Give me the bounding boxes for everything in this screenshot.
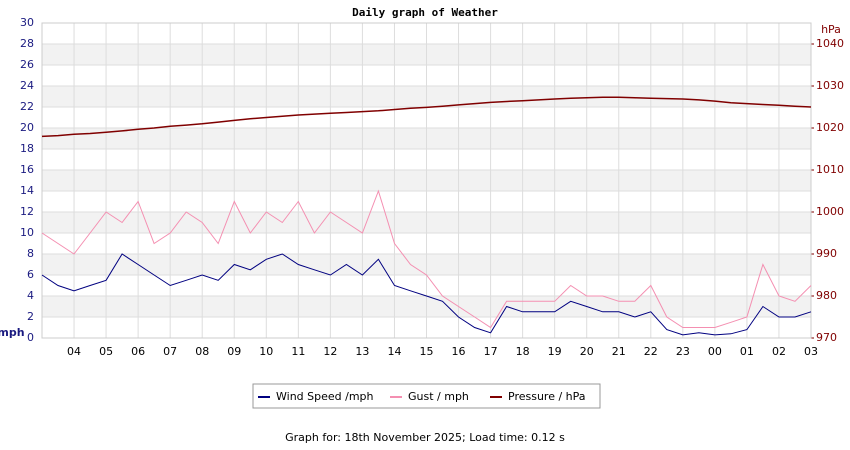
- y2-tick-label: 990: [816, 247, 837, 260]
- x-tick-label: 02: [772, 345, 786, 358]
- legend-label: Gust / mph: [408, 390, 469, 403]
- plot-frame: [41, 22, 812, 339]
- y-tick-label: 22: [20, 100, 34, 113]
- x-tick-label: 16: [452, 345, 466, 358]
- y-tick-label: 14: [20, 184, 34, 197]
- y-tick-label: 18: [20, 142, 34, 155]
- chart-title: Daily graph of Weather: [352, 6, 498, 19]
- x-tick-label: 05: [99, 345, 113, 358]
- y-tick-label: 26: [20, 58, 34, 71]
- legend-box: [252, 383, 601, 409]
- x-tick-label: 14: [387, 345, 401, 358]
- x-tick-label: 01: [740, 345, 754, 358]
- y-tick-label: 4: [27, 289, 34, 302]
- x-tick-label: 23: [676, 345, 690, 358]
- y-tick-label: 20: [20, 121, 34, 134]
- x-tick-label: 07: [163, 345, 177, 358]
- x-tick-label: 09: [227, 345, 241, 358]
- x-tick-label: 13: [355, 345, 369, 358]
- x-tick-label: 17: [484, 345, 498, 358]
- x-tick-label: 04: [67, 345, 81, 358]
- y-tick-label: 0: [27, 331, 34, 344]
- x-tick-label: 03: [804, 345, 818, 358]
- legend-label: Pressure / hPa: [508, 390, 586, 403]
- y-tick-label: 24: [20, 79, 34, 92]
- y-tick-label: 10: [20, 226, 34, 239]
- footer: Graph for: 18th November 2025; Load time…: [285, 431, 565, 444]
- y2-axis-label: hPa: [821, 23, 841, 36]
- y2-tick-label: 1040: [816, 37, 844, 50]
- x-tick-label: 10: [259, 345, 273, 358]
- x-tick-label: 11: [291, 345, 305, 358]
- y2-tick-label: 1000: [816, 205, 844, 218]
- x-tick-label: 20: [580, 345, 594, 358]
- series-line: [41, 253, 812, 336]
- y2-tick-label: 1020: [816, 121, 844, 134]
- x-tick-label: 21: [612, 345, 626, 358]
- y-tick-label: 6: [27, 268, 34, 281]
- series-line: [41, 189, 812, 329]
- y2-tick-label: 980: [816, 289, 837, 302]
- x-tick-label: 00: [708, 345, 722, 358]
- y2-tick-label: 970: [816, 331, 837, 344]
- y-tick-label: 30: [20, 16, 34, 29]
- y-tick-label: 8: [27, 247, 34, 260]
- x-tick-label: 22: [644, 345, 658, 358]
- series-line: [41, 96, 812, 138]
- x-tick-label: 15: [420, 345, 434, 358]
- x-tick-label: 18: [516, 345, 530, 358]
- y-tick-label: 2: [27, 310, 34, 323]
- y-tick-label: 16: [20, 163, 34, 176]
- y-tick-label: 12: [20, 205, 34, 218]
- x-tick-label: 06: [131, 345, 145, 358]
- x-tick-label: 08: [195, 345, 209, 358]
- y2-tick-label: 1010: [816, 163, 844, 176]
- y-tick-label: 28: [20, 37, 34, 50]
- y2-tick-label: 1030: [816, 79, 844, 92]
- legend-label: Wind Speed /mph: [276, 390, 374, 403]
- x-tick-label: 12: [323, 345, 337, 358]
- x-tick-label: 19: [548, 345, 562, 358]
- y-axis-label: mph: [0, 326, 25, 339]
